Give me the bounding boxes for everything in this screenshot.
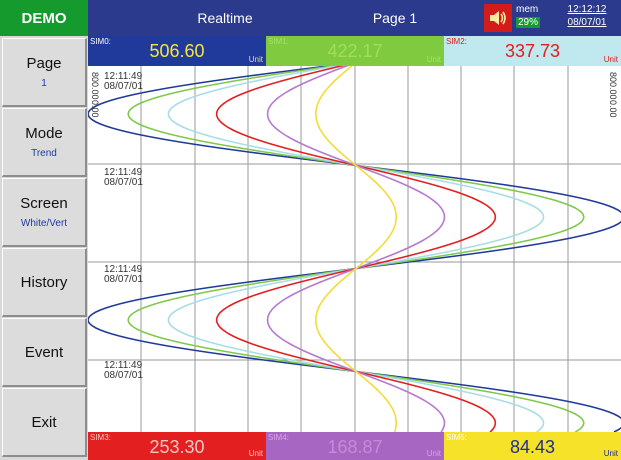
timestamp-3: 12:11:49 08/07/01 — [104, 265, 143, 285]
memory-label: mem — [516, 4, 539, 15]
event-button-label: Event — [24, 343, 64, 361]
timestamp-2-time: 12:11:49 — [104, 167, 143, 178]
series-sim1-line — [127, 35, 585, 433]
mode-button-label: Mode — [25, 125, 63, 142]
timestamp-1-time: 12:11:49 — [104, 71, 143, 82]
top-status-bar: DEMO Realtime Page 1 mem 29% 12:12:12 08… — [0, 0, 621, 36]
trend-plot — [87, 35, 621, 433]
timestamp-4-date: 08/07/01 — [104, 370, 143, 381]
timestamp-2: 12:11:49 08/07/01 — [104, 168, 143, 188]
event-button[interactable]: Event — [2, 318, 87, 387]
timestamp-1-date: 08/07/01 — [104, 81, 143, 92]
channel-sim1-tag: SIM1: — [268, 37, 289, 46]
scale-right-bottom: 0.00 — [608, 100, 618, 118]
timestamp-3-time: 12:11:49 — [104, 264, 143, 275]
page-button-value: 1 — [41, 78, 47, 89]
channel-sim4-tag: SIM4: — [268, 433, 289, 442]
memory-percent: 29% — [516, 17, 541, 28]
screen-button[interactable]: Screen White/Vert — [2, 178, 87, 247]
timestamp-4: 12:11:49 08/07/01 — [104, 361, 143, 381]
scale-left-bottom: 0.00 — [90, 100, 100, 118]
channel-sim0[interactable]: SIM0: 506.60 Unit — [88, 36, 266, 66]
page-title: Page 1 — [372, 10, 418, 26]
mode-title: Realtime — [197, 10, 253, 26]
series-sim5-line — [314, 35, 397, 433]
series-sim3-line — [215, 35, 497, 433]
exit-button-label: Exit — [31, 413, 57, 431]
screen-button-label: Screen — [20, 195, 68, 212]
page-button-label: Page — [26, 55, 62, 72]
channel-sim3-unit: Unit — [248, 449, 263, 458]
channel-sim5-tag: SIM5: — [446, 433, 467, 442]
mode-button-value: Trend — [31, 148, 57, 159]
channel-sim2-unit: Unit — [603, 55, 618, 64]
channel-sim5[interactable]: SIM5: 84.43 Unit — [444, 432, 621, 460]
channel-sim5-value: 84.43 — [509, 437, 556, 457]
timestamp-2-date: 08/07/01 — [104, 177, 143, 188]
speaker-icon[interactable] — [484, 4, 512, 32]
channel-sim1[interactable]: SIM1: 422.17 Unit — [266, 36, 444, 66]
exit-button[interactable]: Exit — [2, 388, 87, 457]
channel-sim0-tag: SIM0: — [90, 37, 111, 46]
channel-sim0-value: 506.60 — [149, 41, 205, 61]
scale-left-top: 800.00 — [90, 72, 100, 100]
channel-sim3-value: 253.30 — [149, 437, 205, 457]
channel-sim1-value: 422.17 — [327, 41, 383, 61]
channel-sim4-value: 168.87 — [327, 437, 383, 457]
channel-sim3[interactable]: SIM3: 253.30 Unit — [88, 432, 266, 460]
memory-indicator: mem 29% — [516, 3, 556, 33]
page-button[interactable]: Page 1 — [2, 38, 87, 107]
clock: 12:12:12 08/07/01 — [556, 3, 618, 33]
timestamp-4-time: 12:11:49 — [104, 360, 143, 371]
clock-date: 08/07/01 — [567, 17, 607, 28]
mode-button[interactable]: Mode Trend — [2, 108, 87, 177]
channel-sim2-value: 337.73 — [504, 41, 561, 61]
channel-sim4-unit: Unit — [426, 449, 441, 458]
history-button[interactable]: History — [2, 248, 87, 317]
channel-sim2[interactable]: SIM2: 337.73 Unit — [444, 36, 621, 66]
clock-time: 12:12:12 — [567, 4, 607, 15]
series-sim4-line — [266, 35, 446, 433]
series-sim0-line — [87, 35, 621, 433]
brand-badge: DEMO — [0, 0, 88, 36]
series-sim2-line — [167, 35, 545, 433]
timestamp-3-date: 08/07/01 — [104, 274, 143, 285]
sidebar: Page 1 Mode Trend Screen White/Vert Hist… — [0, 36, 88, 460]
channel-sim4[interactable]: SIM4: 168.87 Unit — [266, 432, 444, 460]
screen-button-value: White/Vert — [20, 218, 68, 229]
channel-sim3-tag: SIM3: — [90, 433, 111, 442]
channel-sim1-unit: Unit — [426, 55, 441, 64]
timestamp-1: 12:11:49 08/07/01 — [104, 72, 143, 92]
channel-sim2-tag: SIM2: — [446, 37, 467, 46]
scale-right-top: 800.00 — [608, 72, 618, 100]
trend-chart: 12:11:49 08/07/01 12:11:49 08/07/01 12:1… — [87, 35, 621, 433]
channel-sim0-unit: Unit — [248, 55, 263, 64]
channel-sim5-unit: Unit — [603, 449, 618, 458]
history-button-label: History — [20, 273, 68, 291]
